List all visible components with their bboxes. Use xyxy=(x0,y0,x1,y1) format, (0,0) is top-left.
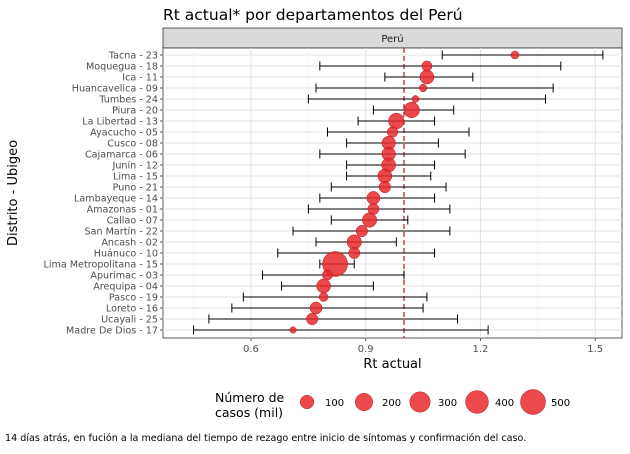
ci-bar-7 xyxy=(326,127,470,137)
ci-bar-23 xyxy=(231,303,424,313)
y-label-8: Cusco - 08 xyxy=(107,139,158,150)
y-label-12: Puno - 21 xyxy=(113,183,158,194)
rt-point-22 xyxy=(318,292,329,302)
y-label-23: Loreto - 16 xyxy=(106,304,158,315)
legend-key-0 xyxy=(299,394,315,410)
rt-point-3 xyxy=(419,83,428,93)
legend-label-0: 100 xyxy=(325,398,344,409)
rt-point-6 xyxy=(388,112,405,130)
rt-point-21 xyxy=(316,278,331,294)
rt-point-25 xyxy=(289,326,297,334)
rt-point-16 xyxy=(355,224,368,238)
y-label-13: Lambayeque - 14 xyxy=(74,194,158,205)
y-label-4: Tumbes - 24 xyxy=(98,95,158,106)
rt-point-12 xyxy=(378,180,391,194)
x-tick-label-2: 1.2 xyxy=(473,344,489,355)
legend-key-2 xyxy=(409,391,431,413)
y-label-6: La Libertad - 13 xyxy=(82,117,158,128)
ci-bar-0 xyxy=(441,50,604,60)
y-label-22: Pasco - 19 xyxy=(109,293,158,304)
y-label-2: Ica - 11 xyxy=(122,73,158,84)
legend-title-line-2: casos (mil) xyxy=(215,405,283,420)
y-label-19: Lima Metropolitana - 15 xyxy=(44,260,159,271)
y-label-17: Ancash - 02 xyxy=(101,238,158,249)
facet-label: Perú xyxy=(381,33,403,45)
x-axis-ticks: 0.6 0.9 1.2 1.5 xyxy=(243,338,603,355)
rt-point-11 xyxy=(377,168,393,184)
legend-label-2: 300 xyxy=(438,398,457,409)
x-tick-label-3: 1.5 xyxy=(587,344,603,355)
y-label-25: Madre De Dios - 17 xyxy=(66,326,158,337)
ci-bar-16 xyxy=(292,226,451,236)
rt-point-4 xyxy=(411,95,420,103)
rt-point-23 xyxy=(309,301,323,315)
legend-label-3: 400 xyxy=(495,398,514,409)
legend-title-line-1: Número de xyxy=(215,390,285,405)
legend-label-4: 500 xyxy=(551,398,570,409)
rt-point-18 xyxy=(348,247,361,259)
rt-point-17 xyxy=(346,234,362,250)
caption: 14 días atrás, en fución a la mediana de… xyxy=(5,432,526,444)
y-axis-label: Distrito - Ubigeo xyxy=(6,140,21,246)
y-label-14: Amazonas - 01 xyxy=(87,205,158,216)
x-axis-label: Rt actual xyxy=(363,357,421,372)
y-label-16: San Martín - 22 xyxy=(85,226,158,238)
x-tick-label-0: 0.6 xyxy=(243,344,259,355)
y-label-5: Piura - 20 xyxy=(112,106,158,117)
ci-bar-22 xyxy=(242,292,428,302)
y-label-20: Apurímac - 03 xyxy=(90,270,158,282)
y-label-1: Moquegua - 18 xyxy=(86,62,158,73)
y-label-21: Arequipa - 04 xyxy=(93,282,158,293)
rt-point-13 xyxy=(366,191,381,205)
legend-key-3 xyxy=(465,390,489,414)
rt-point-1 xyxy=(421,60,433,72)
ci-bar-4 xyxy=(307,94,546,104)
y-label-11: Lima - 15 xyxy=(113,172,158,183)
rt-point-20 xyxy=(322,269,333,281)
rt-points xyxy=(289,50,520,334)
y-label-0: Tacna - 23 xyxy=(108,51,158,62)
y-label-15: Callao - 07 xyxy=(107,216,158,227)
size-legend: Número de casos (mil) 100 200 300 400 500 xyxy=(215,389,570,420)
y-label-10: Junín - 12 xyxy=(111,160,158,172)
y-label-18: Huánuco - 10 xyxy=(94,248,158,260)
legend-label-1: 200 xyxy=(382,398,401,409)
ci-bar-24 xyxy=(208,314,459,324)
chart-title: Rt actual* por departamentos del Perú xyxy=(163,6,463,24)
ci-bar-3 xyxy=(315,83,554,93)
rt-point-7 xyxy=(386,126,399,138)
rt-point-24 xyxy=(306,312,319,326)
x-tick-label-1: 0.9 xyxy=(358,344,374,355)
y-label-9: Cajamarca - 06 xyxy=(85,150,158,161)
rt-point-15 xyxy=(362,212,378,228)
rt-point-5 xyxy=(403,101,420,119)
ci-bar-25 xyxy=(193,325,489,335)
rt-point-2 xyxy=(419,69,435,85)
rt-point-0 xyxy=(510,50,520,60)
legend-key-1 xyxy=(355,393,373,411)
y-label-24: Ucayali - 25 xyxy=(101,315,158,326)
legend-key-4 xyxy=(520,389,546,415)
y-label-7: Ayacucho - 05 xyxy=(90,128,158,139)
ci-bar-1 xyxy=(319,61,562,71)
y-label-3: Huancavelica - 09 xyxy=(72,84,158,95)
